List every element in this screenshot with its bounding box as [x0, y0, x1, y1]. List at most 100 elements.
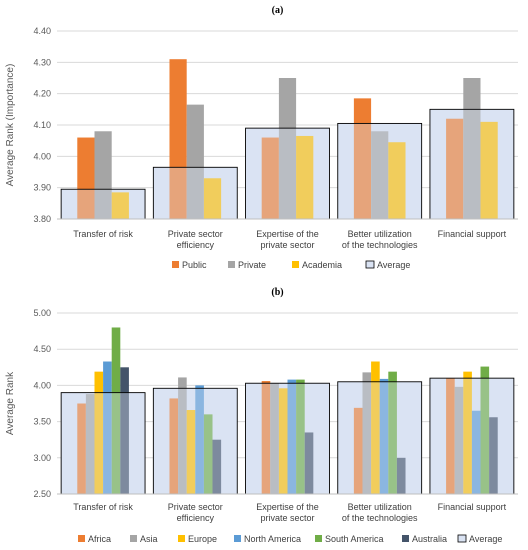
bar-africa: [77, 403, 86, 494]
y-tick-label: 4.30: [33, 57, 51, 67]
bar-academia: [203, 178, 222, 219]
bar-australia: [212, 439, 222, 494]
category-label: Expertise of the: [256, 229, 319, 239]
y-tick-label: 3.80: [33, 214, 51, 224]
bar-australia: [489, 417, 498, 494]
bar-europe-lower: [94, 392, 104, 494]
bar-europe-lower: [463, 378, 472, 494]
bar-south-america-lower: [388, 381, 397, 494]
legend-label: Asia: [140, 534, 158, 544]
bar-north-america-lower: [103, 392, 112, 494]
legend-label: South America: [325, 534, 384, 544]
legend-label: Africa: [88, 534, 111, 544]
category-label: Private sector: [168, 502, 223, 512]
bar-public-lower: [169, 167, 187, 219]
y-tick-label: 2.50: [33, 489, 51, 499]
panel-label: (a): [272, 5, 284, 16]
bar-south-america: [203, 414, 213, 494]
y-tick-label: 4.20: [33, 89, 51, 99]
legend-swatch: [130, 535, 137, 542]
legend-label: Private: [238, 260, 266, 270]
legend-label: North America: [244, 534, 301, 544]
bar-south-america: [296, 379, 305, 384]
bar-private: [463, 78, 481, 110]
bar-africa: [261, 381, 271, 384]
legend-label: Average: [377, 260, 410, 270]
bar-private: [371, 131, 389, 219]
bar-public-lower: [353, 123, 372, 219]
category-label: Private sector: [168, 229, 223, 239]
bar-australia-lower: [120, 392, 129, 494]
bar-asia: [362, 372, 372, 382]
bar-public: [261, 137, 279, 219]
bar-north-america: [379, 378, 389, 382]
bar-public: [353, 98, 372, 124]
bar-private-lower: [463, 109, 481, 219]
bar-europe: [371, 361, 380, 382]
y-tick-label: 3.00: [33, 453, 51, 463]
legend-label: Australia: [412, 534, 447, 544]
bar-africa-lower: [261, 383, 271, 494]
y-axis-label: Average Rank (Importance): [5, 64, 16, 187]
bar-asia-lower: [178, 388, 187, 494]
y-tick-label: 5.00: [33, 308, 51, 318]
legend-swatch: [172, 261, 179, 268]
legend-swatch: [292, 261, 299, 268]
y-tick-label: 3.90: [33, 183, 51, 193]
category-label: efficiency: [177, 240, 215, 250]
y-tick-label: 4.40: [33, 26, 51, 36]
legend-swatch: [228, 261, 235, 268]
bar-asia: [85, 394, 95, 494]
legend-swatch: [402, 535, 409, 542]
legend-label: Public: [182, 260, 207, 270]
bar-australia: [304, 432, 314, 494]
chart-panel-b: (b) 2.50 3.00 3.50 4.00 4.50 5.00 Average Rank T…: [5, 287, 518, 544]
bar-public: [446, 118, 464, 219]
legend-label: Europe: [188, 534, 217, 544]
bar-south-america: [111, 327, 121, 393]
y-tick-label: 4.10: [33, 120, 51, 130]
bar-south-america: [480, 366, 490, 379]
bar-north-america-lower: [379, 381, 389, 494]
category-label: of the technologies: [342, 240, 418, 250]
category-label: of the technologies: [342, 513, 418, 523]
bar-africa: [353, 407, 363, 494]
category-label: private sector: [260, 240, 314, 250]
legend-swatch: [365, 260, 375, 269]
legend-swatch: [234, 535, 241, 542]
bar-south-america-lower: [480, 378, 490, 494]
bar-north-america: [287, 379, 297, 384]
bar-europe: [278, 388, 288, 494]
category-label: Transfer of risk: [73, 229, 133, 239]
bar-north-america: [103, 361, 112, 393]
bar-europe-lower: [371, 381, 380, 494]
category-label: Expertise of the: [256, 502, 319, 512]
category-label: Financial support: [438, 229, 507, 239]
y-tick-label: 4.00: [33, 151, 51, 161]
legend-swatch: [457, 534, 467, 543]
bar-public-lower: [77, 189, 95, 219]
category-label: private sector: [260, 513, 314, 523]
category-label: Better utilization: [348, 229, 412, 239]
bar-private-lower: [186, 167, 204, 219]
bar-public: [77, 137, 95, 190]
bar-private: [186, 104, 204, 168]
bar-north-america-lower: [195, 388, 204, 494]
bar-europe: [463, 371, 472, 379]
chart-panel-a: (a) 3.80 3.90 4.00 4.10 4.20 4.30 4.40 Average R…: [5, 5, 518, 270]
category-label: Better utilization: [348, 502, 412, 512]
bar-asia: [454, 386, 464, 494]
bar-south-america: [388, 371, 397, 382]
bar-asia: [270, 383, 279, 494]
bar-private-lower: [278, 128, 297, 219]
bar-europe: [186, 410, 196, 494]
legend-swatch: [178, 535, 185, 542]
bar-academia: [388, 142, 406, 219]
panel-label: (b): [271, 287, 283, 298]
category-label: efficiency: [177, 513, 215, 523]
y-tick-label: 4.50: [33, 344, 51, 354]
legend-swatch: [315, 535, 322, 542]
bar-south-america-lower: [111, 392, 121, 494]
category-label: Financial support: [438, 502, 507, 512]
legend-label: Academia: [302, 260, 342, 270]
